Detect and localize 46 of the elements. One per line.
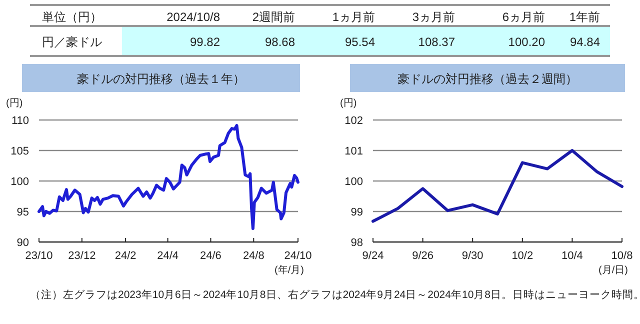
- category-label: 6ヵ月前: [502, 10, 545, 24]
- line-series: [372, 149, 624, 223]
- x-tick-label: 24/4: [157, 250, 179, 262]
- y-tick-label: 99: [350, 206, 363, 218]
- x-axis-title: (月/日): [598, 265, 628, 276]
- x-tick-label: 10/2: [512, 250, 534, 262]
- y-tick-label: 95: [16, 206, 29, 218]
- y-tick-label: 110: [11, 115, 29, 127]
- y-axis-title: (円): [340, 98, 357, 109]
- text: 108.37: [418, 35, 455, 49]
- text: 円／豪ドル: [42, 35, 102, 49]
- text: （注）左グラフは2023年10月6日～2024年10月8日、右グラフは2024年9月24日～2024年10月8日。日時はニューヨーク時間。: [30, 288, 640, 301]
- y-axis-title: (円): [6, 98, 23, 109]
- x-tick-label: 24/8: [242, 250, 264, 262]
- y-tick-label: 100: [344, 176, 363, 188]
- x-tick-label: 10/8: [611, 250, 633, 262]
- text: 94.84: [570, 35, 600, 49]
- y-tick-label: 98: [350, 237, 363, 249]
- line-series: [38, 124, 300, 230]
- y-tick-label: 105: [10, 146, 29, 158]
- text: 99.82: [190, 35, 220, 49]
- chart-title: 豪ドルの対円推移（過去２週間）: [398, 72, 578, 86]
- y-tick-label: 101: [344, 146, 363, 158]
- x-tick-label: 9/26: [412, 250, 434, 262]
- category-label: 3ヵ月前: [412, 10, 455, 24]
- y-tick-label: 100: [10, 176, 29, 188]
- text: 98.68: [264, 35, 295, 49]
- category-label: 2週間前: [252, 10, 295, 24]
- x-axis-title: (年/月): [274, 264, 304, 276]
- text: 95.54: [344, 35, 375, 49]
- text: 100.20: [508, 35, 545, 49]
- y-tick-label: 102: [344, 115, 363, 127]
- x-tick-label: 24/2: [114, 250, 136, 262]
- x-tick-label: 23/10: [25, 250, 53, 262]
- category-label: 1年前: [569, 10, 600, 24]
- text: 単位（円）: [42, 10, 102, 24]
- x-tick-label: 24/10: [284, 250, 312, 262]
- category-label: 1ヵ月前: [332, 10, 375, 24]
- y-tick-label: 90: [16, 237, 29, 249]
- x-tick-label: 24/6: [200, 250, 222, 262]
- x-tick-label: 23/12: [68, 250, 96, 262]
- category-label: 2024/10/8: [166, 10, 220, 24]
- x-tick-label: 9/24: [362, 250, 384, 262]
- x-tick-label: 9/30: [462, 250, 484, 262]
- chart-title: 豪ドルの対円推移（過去１年）: [77, 72, 245, 86]
- x-tick-label: 10/4: [561, 250, 583, 262]
